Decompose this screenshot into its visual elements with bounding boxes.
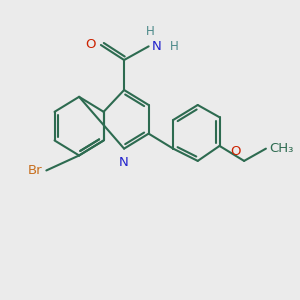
Text: H: H: [170, 40, 179, 53]
Text: O: O: [230, 145, 241, 158]
Text: H: H: [146, 25, 154, 38]
Text: N: N: [119, 156, 129, 169]
Text: O: O: [85, 38, 96, 52]
Text: Br: Br: [28, 164, 42, 177]
Text: CH₃: CH₃: [269, 142, 294, 155]
Text: N: N: [152, 40, 162, 53]
